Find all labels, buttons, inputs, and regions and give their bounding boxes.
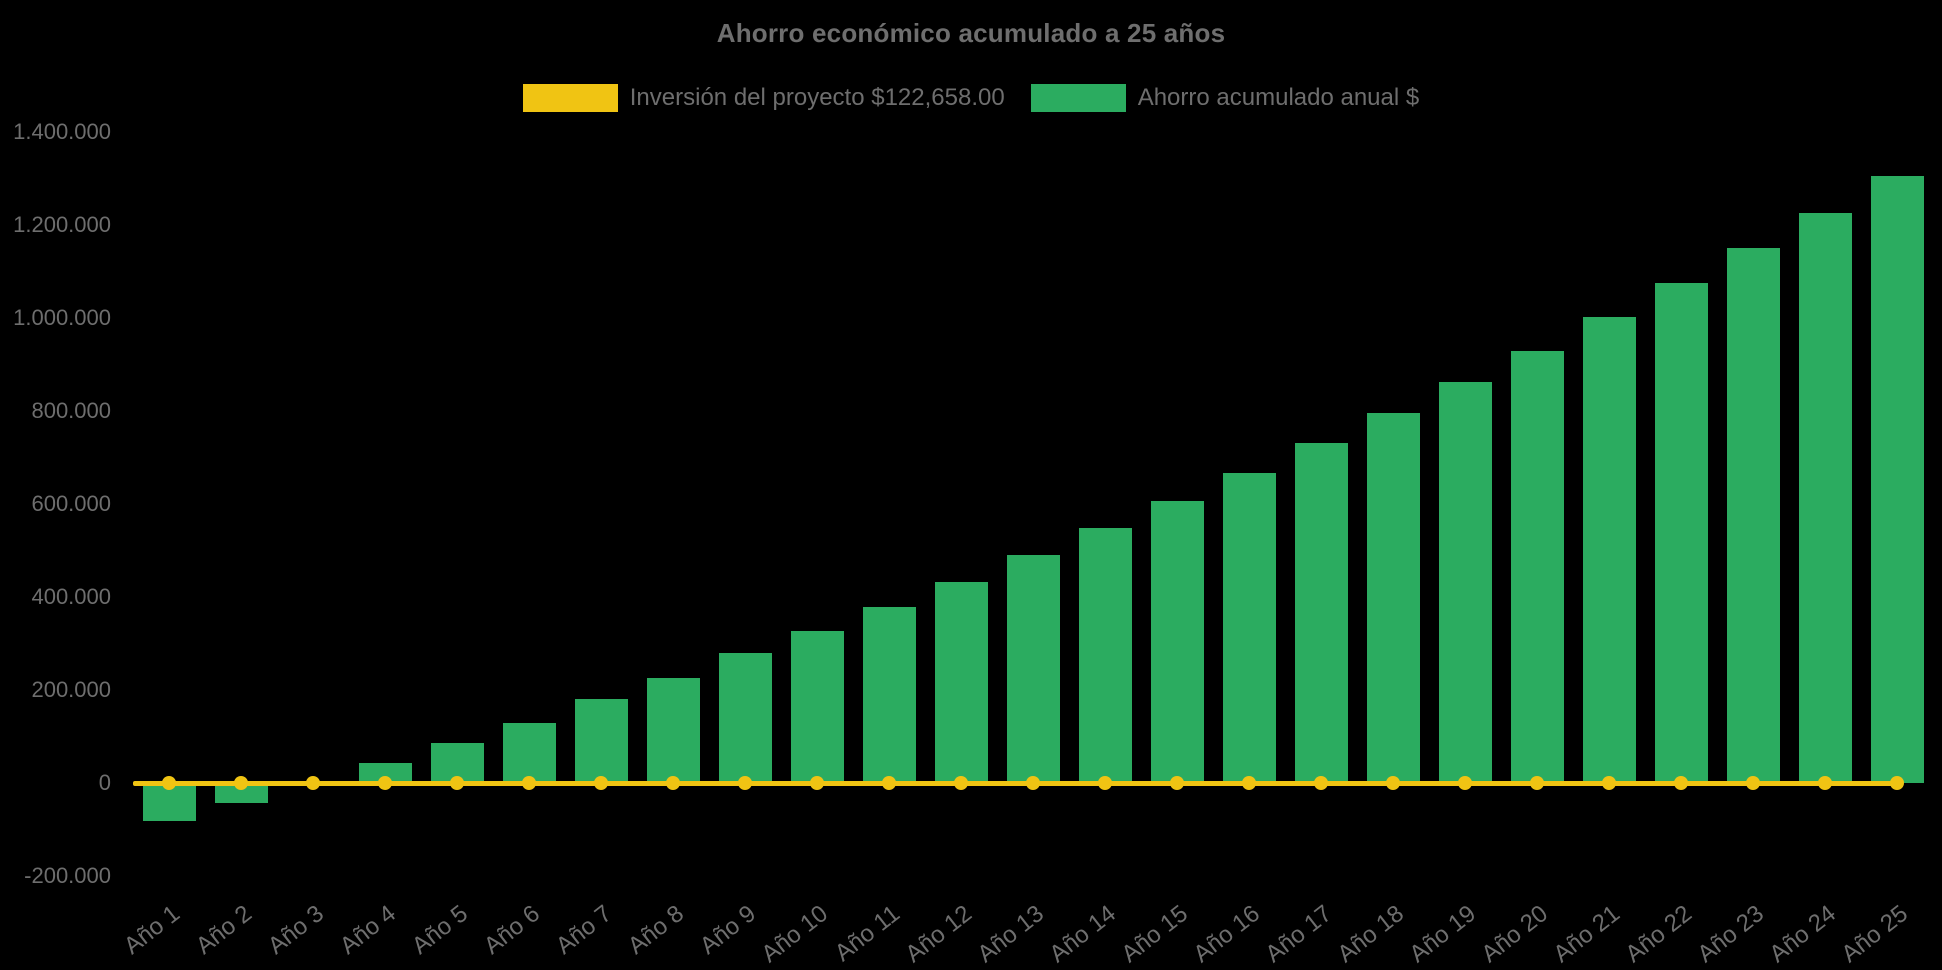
line-point-año-18[interactable] xyxy=(1386,776,1400,790)
line-point-año-21[interactable] xyxy=(1602,776,1616,790)
y-tick-label: 1.000.000 xyxy=(13,305,111,330)
line-point-año-14[interactable] xyxy=(1098,776,1112,790)
bar-año-11[interactable] xyxy=(862,607,916,783)
line-point-año-1[interactable] xyxy=(162,776,176,790)
line-point-año-24[interactable] xyxy=(1818,776,1832,790)
line-point-año-19[interactable] xyxy=(1458,776,1472,790)
bar-año-8[interactable] xyxy=(646,678,700,783)
line-point-año-3[interactable] xyxy=(306,776,320,790)
line-point-año-7[interactable] xyxy=(594,776,608,790)
bar-año-21[interactable] xyxy=(1582,317,1636,783)
line-point-año-5[interactable] xyxy=(450,776,464,790)
line-point-año-23[interactable] xyxy=(1746,776,1760,790)
line-point-año-11[interactable] xyxy=(882,776,896,790)
bar-año-10[interactable] xyxy=(790,631,844,783)
y-tick-label: 400.000 xyxy=(31,584,111,609)
line-point-año-15[interactable] xyxy=(1170,776,1184,790)
bar-año-19[interactable] xyxy=(1438,382,1492,783)
x-axis-label-año-1: Año 1 xyxy=(118,899,186,960)
bar-año-17[interactable] xyxy=(1294,443,1348,783)
line-point-año-9[interactable] xyxy=(738,776,752,790)
bar-año-25[interactable] xyxy=(1870,176,1924,783)
line-point-año-2[interactable] xyxy=(234,776,248,790)
line-point-año-10[interactable] xyxy=(810,776,824,790)
bar-año-12[interactable] xyxy=(934,582,988,783)
bar-año-2[interactable] xyxy=(214,783,268,803)
bar-año-13[interactable] xyxy=(1006,555,1060,783)
savings-legend-label: Ahorro acumulado anual $ xyxy=(1137,84,1420,111)
y-tick-label: 600.000 xyxy=(31,491,111,516)
bar-año-9[interactable] xyxy=(718,653,772,783)
y-tick-label: 200.000 xyxy=(31,677,111,702)
bar-año-23[interactable] xyxy=(1726,248,1780,783)
savings-legend-swatch xyxy=(1030,84,1126,112)
line-point-año-16[interactable] xyxy=(1242,776,1256,790)
legend: Inversión del proyecto $122,658.00 Ahorr… xyxy=(0,84,1942,112)
bar-año-16[interactable] xyxy=(1222,473,1276,783)
bar-año-24[interactable] xyxy=(1798,213,1852,783)
bar-año-6[interactable] xyxy=(502,723,556,783)
bar-año-7[interactable] xyxy=(574,699,628,783)
bar-año-22[interactable] xyxy=(1654,283,1708,783)
investment-legend-swatch xyxy=(522,84,618,112)
chart-title: Ahorro económico acumulado a 25 años xyxy=(716,18,1226,48)
y-tick-label: 1.200.000 xyxy=(13,212,111,237)
bar-año-15[interactable] xyxy=(1150,501,1204,783)
line-point-año-22[interactable] xyxy=(1674,776,1688,790)
y-tick-label: -200.000 xyxy=(24,863,111,888)
bar-año-18[interactable] xyxy=(1366,413,1420,783)
investment-line[interactable] xyxy=(133,780,1897,786)
legend-item-investment[interactable]: Inversión del proyecto $122,658.00 xyxy=(522,84,1005,112)
line-point-año-4[interactable] xyxy=(378,776,392,790)
bar-año-20[interactable] xyxy=(1510,351,1564,783)
y-tick-label: 800.000 xyxy=(31,398,111,423)
bar-año-14[interactable] xyxy=(1078,528,1132,783)
line-point-año-12[interactable] xyxy=(954,776,968,790)
line-point-año-20[interactable] xyxy=(1530,776,1544,790)
line-point-año-17[interactable] xyxy=(1314,776,1328,790)
line-point-año-13[interactable] xyxy=(1026,776,1040,790)
y-tick-label: 0 xyxy=(98,770,111,795)
investment-legend-label: Inversión del proyecto $122,658.00 xyxy=(629,84,1005,111)
line-point-año-6[interactable] xyxy=(522,776,536,790)
bar-año-4[interactable] xyxy=(358,763,412,783)
line-point-año-25[interactable] xyxy=(1890,776,1904,790)
legend-item-savings[interactable]: Ahorro acumulado anual $ xyxy=(1030,84,1420,112)
line-point-año-8[interactable] xyxy=(666,776,680,790)
y-tick-label: 1.400.000 xyxy=(13,119,111,144)
